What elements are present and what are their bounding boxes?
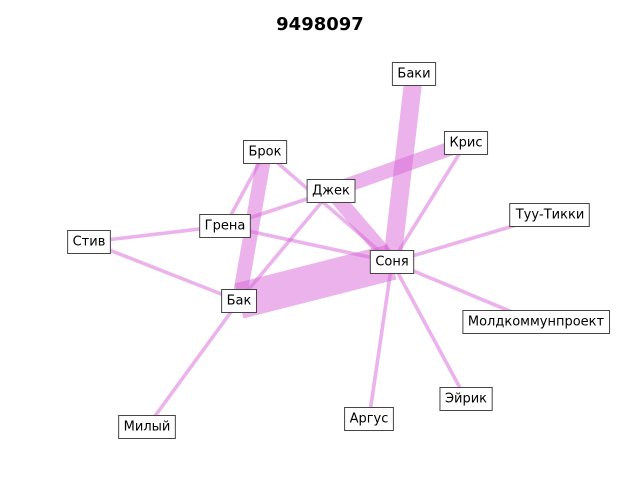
node-label: Туу-Тикки <box>515 208 585 223</box>
node-label: Брок <box>249 145 282 160</box>
node-box <box>391 62 437 86</box>
node-label: Эйрик <box>445 392 487 407</box>
node-label: Грена <box>205 219 246 234</box>
node-label: Джек <box>312 184 350 199</box>
edge-bak-miliy <box>145 299 241 429</box>
node-label: Крис <box>449 136 482 151</box>
node-sonya: Соня <box>369 250 415 274</box>
node-tuu: Туу-Тикки <box>509 203 590 227</box>
node-box <box>369 250 415 274</box>
node-eirik: Эйрик <box>439 387 493 411</box>
node-box <box>243 140 288 164</box>
edge-brok-bak <box>231 150 273 303</box>
edge-stiv-bak <box>88 240 240 303</box>
node-dzhek: Джек <box>306 179 356 203</box>
diagram-title: 9498097 <box>276 14 364 35</box>
node-layer: Баки Крис Брок Джек Туу-Тикки Стив Грена Соня Ба… <box>67 62 611 439</box>
edge-brok-sonya <box>263 150 394 264</box>
node-box <box>509 203 590 227</box>
node-brok: Брок <box>243 140 288 164</box>
node-argus: Аргус <box>344 407 394 431</box>
node-label: Баки <box>397 67 430 82</box>
node-box <box>306 179 356 203</box>
node-box <box>118 415 176 439</box>
node-box <box>462 310 611 334</box>
node-label: Бак <box>227 294 252 309</box>
edge-sonya-bak <box>234 244 397 319</box>
node-label: Стив <box>73 235 106 250</box>
node-stiv: Стив <box>67 230 111 254</box>
edge-layer <box>88 72 551 429</box>
node-box <box>199 214 251 238</box>
node-miliy: Милый <box>118 415 176 439</box>
node-label: Милый <box>124 420 171 435</box>
edge-dzhek-bak <box>237 189 333 303</box>
node-box <box>439 387 493 411</box>
node-box <box>221 289 258 313</box>
edge-grena-sonya <box>224 224 393 264</box>
node-kris: Крис <box>443 131 489 155</box>
edge-sonya-argus <box>367 261 394 420</box>
node-bak: Бак <box>221 289 258 313</box>
node-baki: Баки <box>391 62 437 86</box>
node-box <box>443 131 489 155</box>
node-box <box>67 230 111 254</box>
edge-sonya-kris <box>390 142 468 263</box>
edge-sonya-eirik <box>390 261 468 400</box>
node-box <box>344 407 394 431</box>
node-mold: Молдкоммунпроект <box>462 310 611 334</box>
node-label: Молдкоммунпроект <box>468 315 605 330</box>
node-grena: Грена <box>199 214 251 238</box>
node-label: Аргус <box>350 412 389 427</box>
edge-brok-grena <box>223 151 267 227</box>
node-label: Соня <box>375 255 408 270</box>
